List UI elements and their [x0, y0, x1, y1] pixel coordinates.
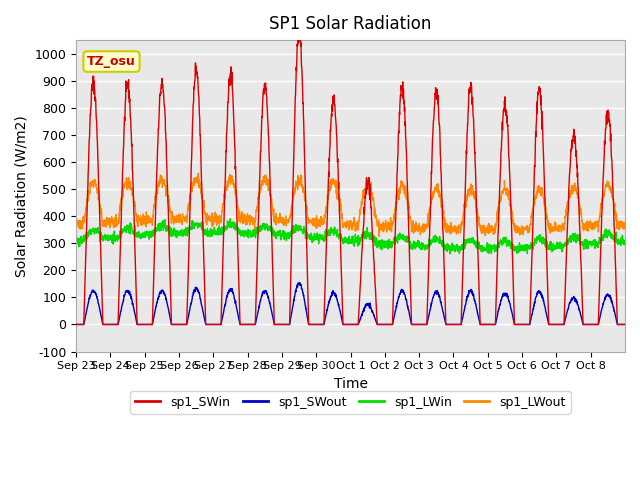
X-axis label: Time: Time [333, 377, 367, 391]
Title: SP1 Solar Radiation: SP1 Solar Radiation [269, 15, 432, 33]
Y-axis label: Solar Radiation (W/m2): Solar Radiation (W/m2) [15, 115, 29, 276]
Legend: sp1_SWin, sp1_SWout, sp1_LWin, sp1_LWout: sp1_SWin, sp1_SWout, sp1_LWin, sp1_LWout [131, 391, 571, 414]
Text: TZ_osu: TZ_osu [87, 55, 136, 68]
